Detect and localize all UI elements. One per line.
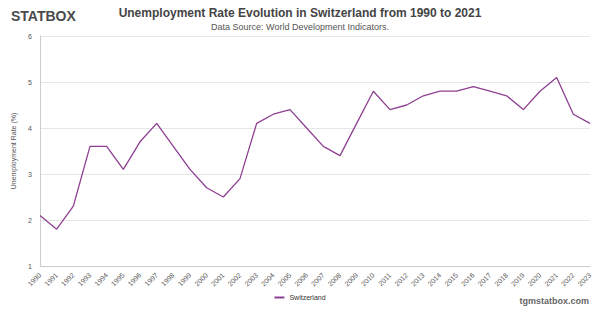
- svg-text:4: 4: [28, 125, 32, 132]
- svg-text:2012: 2012: [393, 271, 409, 287]
- svg-text:2022: 2022: [560, 271, 576, 287]
- svg-text:2004: 2004: [260, 271, 276, 287]
- svg-text:STATBOX: STATBOX: [11, 8, 76, 24]
- svg-text:2018: 2018: [493, 271, 509, 287]
- svg-text:Data Source: World Development: Data Source: World Development Indicator…: [211, 22, 389, 32]
- svg-text:Unemployment Rate Evolution in: Unemployment Rate Evolution in Switzerla…: [119, 6, 482, 20]
- svg-text:2007: 2007: [310, 271, 326, 287]
- svg-text:2002: 2002: [227, 271, 243, 287]
- svg-text:2019: 2019: [510, 271, 526, 287]
- svg-text:2014: 2014: [427, 271, 443, 287]
- svg-text:2010: 2010: [360, 271, 376, 287]
- svg-text:1995: 1995: [110, 271, 126, 287]
- svg-text:2013: 2013: [410, 271, 426, 287]
- svg-text:3: 3: [28, 171, 32, 178]
- svg-text:2011: 2011: [377, 271, 393, 287]
- svg-text:2003: 2003: [243, 271, 259, 287]
- svg-text:5: 5: [28, 79, 32, 86]
- svg-text:1999: 1999: [177, 271, 193, 287]
- svg-text:6: 6: [28, 33, 32, 40]
- svg-text:2005: 2005: [277, 271, 293, 287]
- svg-text:2009: 2009: [343, 271, 359, 287]
- svg-text:2000: 2000: [193, 271, 209, 287]
- svg-text:2023: 2023: [577, 271, 593, 287]
- svg-text:1996: 1996: [127, 271, 143, 287]
- svg-text:1994: 1994: [93, 271, 109, 287]
- svg-text:2020: 2020: [527, 271, 543, 287]
- svg-text:1991: 1991: [43, 271, 59, 287]
- svg-text:2006: 2006: [293, 271, 309, 287]
- svg-text:2: 2: [28, 217, 32, 224]
- svg-text:1990: 1990: [27, 271, 43, 287]
- svg-text:2015: 2015: [443, 271, 459, 287]
- svg-text:1: 1: [28, 263, 32, 270]
- svg-text:tgmstatbox.com: tgmstatbox.com: [519, 296, 589, 306]
- svg-text:2017: 2017: [477, 271, 493, 287]
- svg-text:1998: 1998: [160, 271, 176, 287]
- svg-text:2016: 2016: [460, 271, 476, 287]
- svg-text:1997: 1997: [143, 271, 159, 287]
- svg-text:2021: 2021: [543, 271, 559, 287]
- svg-text:2001: 2001: [210, 271, 226, 287]
- svg-text:1993: 1993: [77, 271, 93, 287]
- svg-text:Unemployment Rate (%): Unemployment Rate (%): [10, 113, 18, 190]
- svg-text:2008: 2008: [327, 271, 343, 287]
- svg-text:Switzerland: Switzerland: [289, 294, 325, 301]
- svg-text:1992: 1992: [60, 271, 76, 287]
